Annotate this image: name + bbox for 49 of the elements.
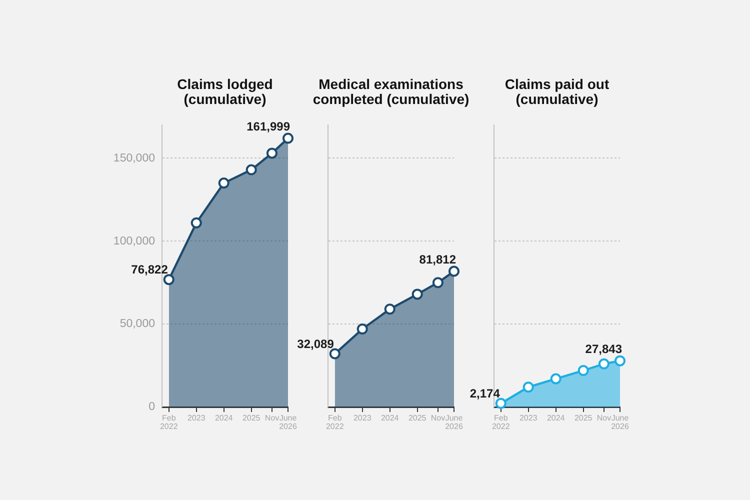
y-tick-label: 0 (148, 401, 155, 414)
x-tick-label: Nov (596, 413, 612, 422)
chart-title: Medical examinations completed (cumulative) (312, 76, 470, 107)
y-tick-label: 50,000 (120, 318, 155, 330)
x-tick-label: June 2026 (279, 413, 298, 431)
x-tick-label: June 2026 (611, 413, 630, 431)
point (578, 365, 589, 376)
point (598, 358, 610, 370)
chart-title: Claims lodged (cumulative) (177, 76, 273, 107)
point (432, 277, 444, 288)
data-label: 2,174 (470, 386, 500, 400)
point (329, 348, 340, 360)
point (384, 304, 396, 315)
x-tick-label: 2023 (519, 413, 538, 422)
x-tick-label: Feb 2022 (492, 413, 510, 431)
x-tick-label: 2024 (380, 413, 400, 422)
chart-title: Claims paid out (cumulative) (504, 76, 610, 107)
data-label: 161,999 (246, 119, 290, 134)
point (614, 355, 626, 366)
x-tick-label: June 2026 (445, 413, 464, 431)
x-tick-label: Feb 2022 (160, 413, 178, 431)
x-tick-label: 2025 (574, 413, 593, 422)
x-tick-label: 2023 (187, 413, 206, 422)
data-label: 32,089 (297, 336, 334, 351)
point (266, 148, 278, 159)
x-tick-label: 2024 (214, 413, 234, 422)
x-tick-label: Nov (430, 413, 446, 422)
data-label: 81,812 (419, 252, 456, 266)
point (448, 266, 460, 277)
x-tick-label: Feb 2022 (326, 413, 344, 431)
point (522, 382, 534, 393)
data-label: 27,843 (585, 342, 622, 356)
data-label: 76,822 (131, 262, 168, 277)
point (495, 398, 506, 409)
x-tick-label: 2025 (242, 413, 261, 422)
point (190, 217, 202, 228)
x-tick-label: 2023 (353, 413, 372, 422)
point (550, 373, 562, 384)
point (282, 132, 294, 144)
point (412, 288, 423, 300)
x-tick-label: 2024 (546, 413, 566, 422)
point (218, 178, 230, 189)
y-tick-label: 100,000 (113, 235, 155, 248)
y-tick-label: 150,000 (113, 152, 155, 164)
x-tick-label: Nov (264, 413, 280, 422)
point (163, 274, 174, 286)
point (356, 324, 368, 335)
point (246, 164, 257, 176)
x-tick-label: 2025 (408, 413, 427, 422)
